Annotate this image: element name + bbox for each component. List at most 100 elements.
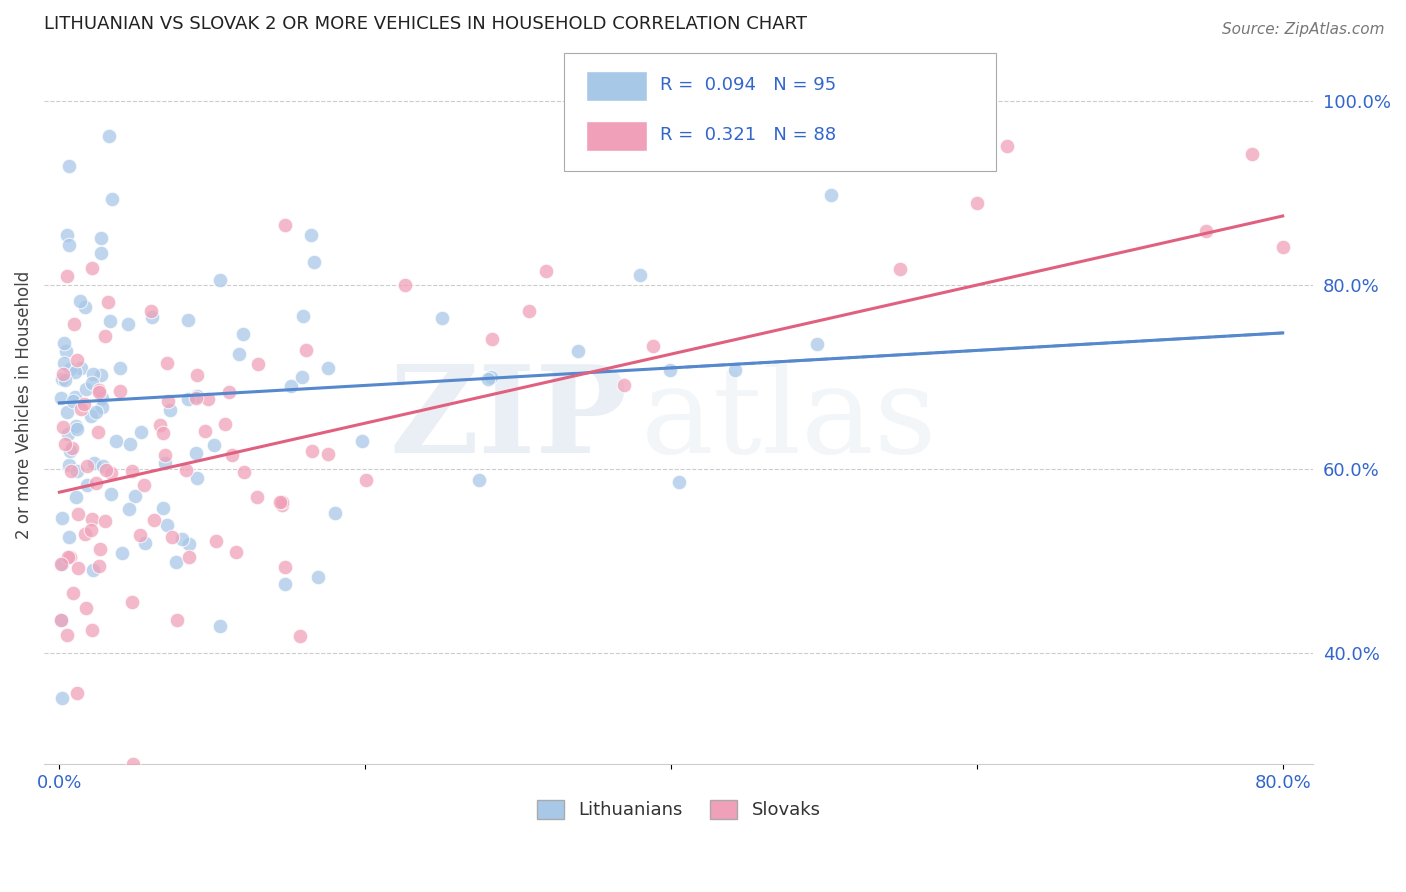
Point (86, 425, 108, 440)
Point (184, 391, 207, 405)
Point (153, 456, 176, 470)
Point (221, 448, 243, 462)
Point (53, 373, 76, 387)
Point (1241, 146, 1264, 161)
Point (55, 344, 77, 359)
Point (73, 397, 96, 411)
Point (56, 426, 79, 441)
Point (269, 495, 291, 509)
Point (117, 318, 139, 332)
Point (80, 376, 103, 390)
Point (53, 356, 76, 370)
Point (59, 549, 82, 564)
Point (177, 312, 200, 326)
Point (63, 317, 86, 331)
Point (66, 686, 89, 700)
Point (966, 195, 988, 210)
Point (174, 463, 197, 477)
Point (80, 260, 103, 275)
Point (111, 546, 134, 560)
Point (90, 368, 112, 382)
Point (299, 227, 322, 242)
Point (51, 558, 73, 572)
Point (479, 369, 502, 384)
Point (202, 437, 225, 451)
Point (94, 463, 117, 477)
Point (82, 368, 104, 382)
Point (134, 477, 156, 491)
Point (121, 756, 143, 771)
Point (316, 447, 339, 461)
Point (75, 382, 97, 396)
Point (59, 444, 82, 458)
Point (84, 404, 107, 418)
Point (165, 555, 187, 569)
Point (149, 417, 172, 432)
Point (100, 487, 122, 501)
Point (62, 586, 84, 600)
Point (75, 527, 97, 541)
Point (80, 624, 103, 638)
Point (288, 629, 311, 643)
Point (613, 378, 636, 392)
Point (66, 463, 89, 477)
Point (63, 365, 86, 379)
Point (271, 498, 294, 512)
Point (131, 425, 153, 439)
Point (52, 336, 75, 351)
Point (62, 394, 84, 409)
Point (177, 392, 200, 407)
Point (166, 613, 188, 627)
Point (91, 459, 114, 474)
Point (49, 613, 72, 627)
Point (124, 489, 146, 503)
Point (139, 304, 162, 318)
Point (218, 385, 240, 400)
Point (274, 559, 297, 574)
Point (65, 390, 87, 404)
Point (291, 309, 314, 323)
Point (291, 370, 314, 384)
Point (60, 442, 83, 456)
Point (52, 367, 75, 381)
Point (481, 332, 503, 346)
Point (58, 458, 80, 473)
Point (91, 400, 114, 414)
Point (323, 507, 346, 521)
Point (90, 391, 112, 405)
Point (152, 425, 174, 440)
Point (194, 424, 217, 438)
Point (89, 559, 111, 574)
Point (820, 188, 842, 202)
Point (98, 128, 121, 143)
Point (66, 507, 89, 521)
Point (104, 434, 127, 448)
Point (270, 494, 292, 508)
Point (153, 448, 176, 462)
Point (274, 218, 297, 232)
Point (307, 570, 329, 584)
Point (204, 533, 226, 548)
Point (100, 467, 122, 481)
Point (152, 500, 174, 515)
Point (228, 347, 250, 361)
Point (997, 139, 1019, 153)
Point (141, 310, 163, 324)
Point (659, 363, 682, 377)
Point (90, 231, 112, 245)
Point (51, 690, 73, 705)
Point (157, 393, 180, 408)
Point (232, 465, 254, 479)
Point (79, 523, 101, 537)
Point (90, 245, 112, 260)
Point (121, 464, 143, 478)
Point (350, 434, 373, 449)
Text: ZIP: ZIP (389, 360, 628, 478)
Point (304, 254, 326, 268)
Legend: Lithuanians, Slovaks: Lithuanians, Slovaks (530, 793, 828, 827)
Point (159, 403, 181, 417)
Point (567, 344, 589, 359)
Point (394, 277, 416, 292)
Point (51, 372, 73, 386)
Text: R =  0.094   N = 95: R = 0.094 N = 95 (659, 76, 837, 95)
